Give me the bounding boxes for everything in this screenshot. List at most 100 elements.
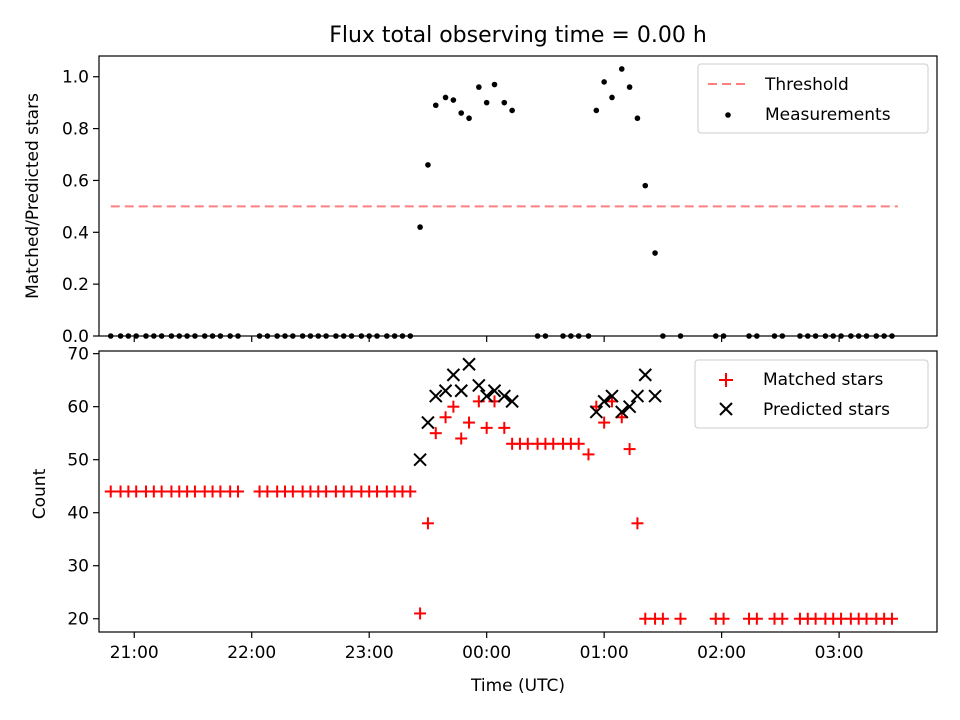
measurement-point — [881, 333, 887, 339]
measurement-point — [855, 333, 862, 339]
measurement-point — [642, 182, 649, 189]
matched-star-point — [421, 517, 434, 530]
measurement-point — [366, 333, 372, 339]
measurement-point — [235, 333, 241, 339]
measurement-point — [754, 333, 760, 339]
matched-star-point — [404, 485, 417, 498]
measurement-point — [771, 333, 778, 339]
matched-star-point — [598, 416, 611, 429]
measurement-point — [217, 333, 224, 339]
matched-star-point — [750, 612, 763, 625]
measurement-point — [307, 333, 314, 339]
matched-star-point — [455, 432, 468, 445]
y-tick-label: 50 — [67, 451, 89, 471]
predicted-star-point — [615, 405, 629, 419]
measurement-point — [838, 333, 844, 339]
measurement-point — [746, 333, 752, 339]
measurement-point — [677, 333, 684, 339]
matched-star-point — [480, 421, 493, 434]
predicted-star-point — [446, 368, 461, 382]
measurement-point — [117, 333, 124, 339]
predicted-star-point — [589, 405, 604, 419]
measurement-point — [812, 333, 819, 339]
predicted-star-point — [487, 384, 502, 398]
ratio-axes-frame — [98, 55, 938, 337]
y-tick-label: 70 — [67, 345, 89, 365]
x-tick-label: 23:00 — [345, 643, 394, 663]
measurement-point — [168, 333, 175, 339]
matched-star-point — [674, 612, 687, 625]
predicted-star-point — [497, 389, 512, 403]
measurement-point — [458, 110, 465, 116]
measurement-point — [209, 333, 216, 339]
predicted-stars-points — [413, 357, 662, 467]
measurement-point — [274, 333, 280, 339]
measurement-point — [358, 333, 365, 339]
matched-star-point — [776, 612, 789, 625]
measurement-point — [568, 333, 574, 339]
measurement-point — [560, 333, 566, 339]
matched-star-point — [429, 427, 442, 440]
predicted-star-point — [630, 389, 645, 403]
measurement-point — [491, 81, 498, 88]
matched-star-point — [498, 421, 511, 434]
measurement-point — [158, 333, 165, 339]
measurement-point — [534, 333, 541, 339]
measurement-point — [333, 333, 339, 339]
measurement-point — [192, 333, 198, 339]
predicted-star-point — [605, 389, 619, 403]
predicted-star-point — [472, 378, 486, 393]
matched-star-point — [572, 437, 585, 450]
y-tick-label: 0.0 — [62, 327, 89, 347]
measurement-point — [466, 115, 472, 122]
matched-star-point — [447, 400, 460, 413]
predicted-star-point — [462, 357, 476, 371]
measurement-point — [830, 333, 837, 339]
matched-star-point — [656, 612, 669, 625]
measurement-point — [201, 333, 208, 339]
count-axes: 20 30 40 50 60 70 21:00 22:00 23:00 00:00 01:00 02… — [67, 345, 938, 663]
measurement-point — [501, 99, 508, 106]
y-tick-label: 0.2 — [62, 275, 89, 295]
measurement-point — [107, 333, 114, 339]
count-axes-frame — [98, 350, 938, 633]
measurement-point — [299, 333, 306, 339]
measurement-point — [804, 333, 811, 339]
threshold-legend-label: Threshold — [764, 75, 849, 95]
measurement-point — [797, 333, 803, 339]
measurement-point — [585, 333, 592, 339]
measurement-point — [407, 333, 414, 339]
measurement-point — [399, 333, 406, 339]
predicted-star-point — [454, 384, 468, 398]
x-tick-label: 01:00 — [580, 643, 629, 663]
measurement-point — [626, 84, 633, 90]
measurement-point — [133, 333, 140, 339]
predicted-legend-label: Predicted stars — [763, 400, 890, 420]
measurement-point — [848, 333, 854, 339]
measurement-point — [176, 333, 183, 339]
matched-star-point — [232, 485, 245, 498]
x-tick-label: 21:00 — [110, 643, 159, 663]
measurement-point — [509, 107, 515, 114]
matched-star-point — [439, 411, 452, 424]
measurement-point — [575, 333, 582, 339]
predicted-star-point — [438, 384, 453, 398]
chart-title: Flux total observing time = 0.00 h — [329, 23, 707, 48]
y-tick-label: 20 — [67, 610, 89, 630]
measurement-point — [256, 333, 263, 339]
x-tick-label: 22:00 — [227, 643, 276, 663]
measurement-point — [889, 333, 895, 339]
predicted-star-point — [421, 415, 435, 430]
measurement-point — [391, 333, 398, 339]
measurement-point — [290, 333, 296, 339]
count-legend-box — [694, 359, 929, 429]
measurement-point — [483, 99, 490, 106]
ratio-axes: 0.0 0.2 0.4 0.6 0.8 1.0 — [62, 55, 938, 347]
predicted-star-point — [622, 399, 637, 414]
measurement-point — [593, 107, 600, 114]
predicted-star-point — [505, 394, 519, 409]
measurement-point — [712, 333, 719, 339]
ratio-legend: Threshold Measurements — [697, 63, 929, 134]
measurement-point — [542, 333, 549, 339]
